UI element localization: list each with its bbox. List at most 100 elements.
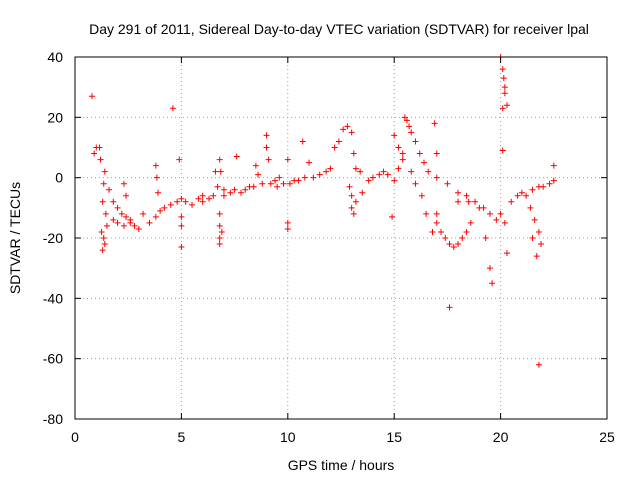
data-point: [216, 156, 223, 163]
data-point: [540, 183, 547, 190]
data-point: [280, 180, 287, 187]
data-point: [218, 228, 225, 235]
data-point: [101, 241, 108, 248]
data-point: [433, 210, 440, 217]
data-point: [100, 180, 107, 187]
data-point: [459, 235, 466, 241]
data-point: [123, 192, 130, 199]
data-point: [210, 192, 217, 199]
data-point: [153, 174, 160, 181]
data-point: [500, 75, 507, 82]
data-point: [263, 144, 270, 151]
x-tick-label: 0: [71, 429, 79, 445]
data-point: [446, 304, 453, 311]
data-point: [446, 241, 453, 248]
x-tick-label: 15: [386, 429, 402, 445]
data-point: [272, 177, 279, 184]
data-point: [499, 105, 506, 112]
axis-ticks: [74, 56, 608, 420]
data-point: [237, 189, 244, 196]
data-point: [503, 102, 510, 109]
data-point: [176, 156, 183, 163]
data-point: [96, 144, 103, 151]
y-tick-labels: -80 -60 -40 -20 0 20 40: [43, 49, 63, 427]
data-point: [169, 105, 176, 112]
data-point: [135, 225, 142, 232]
data-point: [550, 162, 557, 169]
data-point: [100, 235, 107, 241]
data-point: [231, 186, 238, 193]
data-point: [216, 235, 223, 241]
data-point: [250, 183, 257, 190]
data-point: [501, 84, 508, 91]
data-point: [416, 150, 423, 157]
data-point: [178, 213, 185, 220]
y-tick-label: -60: [43, 351, 63, 367]
data-point: [533, 253, 540, 260]
data-point: [518, 189, 525, 196]
data-point: [189, 201, 196, 208]
data-point: [259, 180, 266, 187]
data-point: [199, 198, 206, 205]
data-point: [118, 210, 125, 217]
data-point: [327, 165, 334, 172]
y-tick-label: 20: [47, 109, 63, 125]
data-point: [154, 189, 161, 196]
data-point: [157, 207, 164, 214]
data-point: [455, 241, 462, 248]
data-point: [535, 228, 542, 235]
data-point: [227, 189, 234, 196]
data-point: [365, 177, 372, 184]
data-point: [486, 210, 493, 217]
data-point: [331, 144, 338, 151]
data-point: [182, 198, 189, 205]
data-point: [523, 192, 530, 199]
data-point: [501, 219, 508, 226]
data-point: [306, 159, 313, 166]
data-point: [217, 168, 224, 175]
data-point: [284, 219, 291, 226]
data-point: [252, 162, 259, 169]
data-point: [140, 210, 147, 217]
data-point: [399, 156, 406, 163]
data-point: [101, 168, 108, 175]
data-point: [212, 168, 219, 175]
data-point: [359, 189, 366, 196]
data-point: [102, 210, 109, 217]
data-point: [220, 186, 227, 193]
data-point: [99, 247, 106, 254]
data-point: [214, 183, 221, 190]
data-point: [508, 198, 515, 205]
data-point: [195, 195, 202, 202]
data-point: [529, 186, 536, 193]
data-point: [408, 168, 415, 175]
data-point: [412, 138, 419, 145]
y-tick-label: -80: [43, 411, 63, 427]
grid-lines: [75, 57, 607, 419]
data-point: [161, 204, 168, 211]
data-point: [438, 228, 445, 235]
data-point: [529, 235, 536, 241]
data-point: [110, 216, 117, 223]
data-point: [152, 162, 159, 169]
data-point: [301, 174, 308, 181]
data-point: [527, 204, 534, 211]
data-point: [380, 168, 387, 175]
data-point: [444, 180, 451, 187]
data-point: [167, 201, 174, 208]
data-point: [255, 171, 262, 178]
data-point: [131, 222, 138, 229]
data-point: [420, 159, 427, 166]
data-point: [538, 241, 545, 248]
data-point: [531, 216, 538, 223]
data-point: [535, 361, 542, 368]
data-point: [399, 150, 406, 157]
data-point: [216, 210, 223, 217]
data-point: [450, 244, 457, 251]
data-point: [206, 195, 213, 202]
data-point: [489, 280, 496, 287]
data-point: [406, 123, 413, 130]
data-point: [503, 250, 510, 257]
data-point: [455, 189, 462, 196]
data-point: [276, 174, 283, 181]
